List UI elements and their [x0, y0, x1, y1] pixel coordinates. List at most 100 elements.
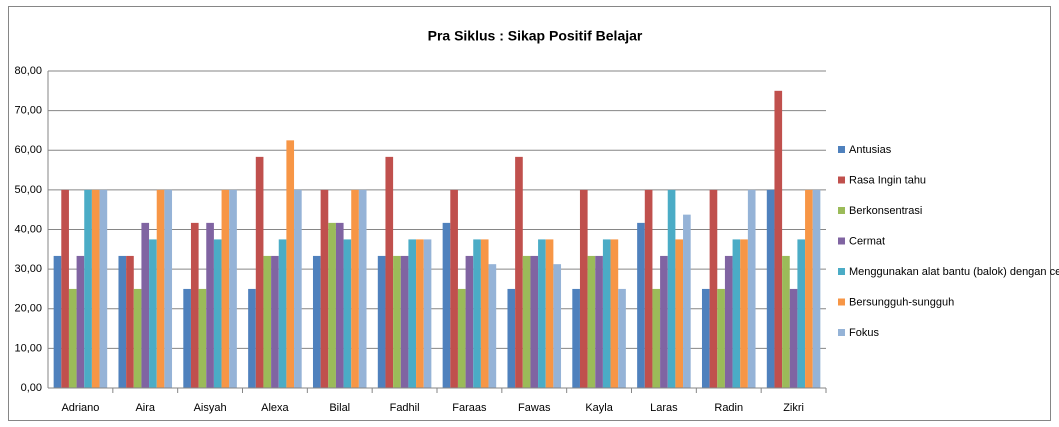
- bar: [480, 239, 489, 388]
- bar: [465, 255, 474, 388]
- bar: [766, 189, 775, 388]
- bar: [473, 239, 481, 388]
- y-tick-label: 40,00: [14, 223, 42, 235]
- bar: [312, 255, 321, 388]
- bar: [156, 189, 165, 388]
- bar: [572, 288, 580, 388]
- bar: [789, 288, 798, 388]
- x-tick-label: Fawas: [518, 402, 551, 414]
- bar: [133, 288, 142, 388]
- bar: [286, 140, 295, 388]
- bar: [522, 255, 531, 388]
- bar: [732, 239, 741, 388]
- bar: [637, 222, 645, 388]
- bar: [343, 239, 352, 388]
- bar: [164, 189, 173, 388]
- bar: [652, 288, 661, 388]
- legend-label: Fokus: [849, 327, 879, 339]
- y-tick-label: 10,00: [14, 342, 42, 354]
- bar: [416, 239, 424, 388]
- bar: [530, 255, 539, 388]
- bar: [644, 189, 653, 388]
- bar: [91, 189, 100, 388]
- y-tick-label: 20,00: [14, 303, 42, 315]
- legend-label: Bersungguh-sungguh: [849, 296, 954, 308]
- bar: [709, 189, 718, 388]
- bar: [118, 255, 127, 388]
- bar: [797, 239, 806, 388]
- bar: [255, 156, 264, 388]
- x-tick-label: Laras: [650, 402, 678, 414]
- bar: [84, 189, 92, 388]
- bar: [377, 255, 386, 388]
- bar: [507, 288, 516, 388]
- bar: [782, 255, 790, 388]
- bar: [221, 189, 230, 388]
- bar: [53, 255, 62, 388]
- bar: [358, 189, 367, 388]
- legend-swatch: [838, 146, 845, 153]
- y-tick-label: 80,00: [14, 65, 42, 77]
- legend-label: Rasa Ingin tahu: [849, 174, 926, 186]
- bar: [393, 255, 401, 388]
- bar: [271, 255, 279, 388]
- legend-swatch: [838, 176, 845, 184]
- bar: [141, 222, 150, 388]
- bar: [206, 222, 214, 388]
- bar: [602, 239, 611, 388]
- bar: [263, 255, 272, 388]
- bar: [320, 189, 329, 388]
- legend-label: Antusias: [849, 144, 892, 156]
- bar: [579, 189, 588, 388]
- bar: [683, 214, 691, 388]
- bar: [183, 288, 191, 388]
- legend-label: Menggunakan alat bantu (balok) dengan ce…: [849, 266, 1059, 278]
- bar: [61, 189, 69, 388]
- bar: [450, 189, 458, 388]
- bar: [701, 288, 710, 388]
- x-tick-label: Kayla: [585, 402, 613, 414]
- x-tick-label: Alexa: [261, 402, 289, 414]
- bar: [423, 239, 432, 388]
- x-tick-label: Zikri: [783, 402, 804, 414]
- bar: [442, 222, 451, 388]
- bar: [660, 255, 668, 388]
- bar: [805, 189, 813, 388]
- bar: [229, 189, 237, 388]
- bar: [400, 255, 409, 388]
- legend-label: Berkonsentrasi: [849, 205, 922, 217]
- bar: [294, 189, 302, 388]
- legend-label: Cermat: [849, 235, 885, 247]
- bar: [774, 90, 783, 388]
- bar: [545, 239, 554, 388]
- y-tick-label: 30,00: [14, 263, 42, 275]
- bar: [538, 239, 546, 388]
- bar: [667, 189, 676, 388]
- legend-swatch: [838, 329, 845, 336]
- bar: [335, 222, 344, 388]
- x-tick-label: Aisyah: [194, 402, 227, 414]
- y-tick-label: 0,00: [21, 382, 42, 394]
- bar: [610, 239, 619, 388]
- x-tick-label: Bilal: [329, 402, 350, 414]
- bar: [190, 222, 199, 388]
- x-tick-label: Aira: [135, 402, 155, 414]
- bar: [99, 189, 108, 388]
- bar: [213, 239, 222, 388]
- x-tick-label: Faraas: [452, 402, 487, 414]
- x-tick-label: Fadhil: [390, 402, 420, 414]
- x-tick-label: Adriano: [61, 402, 99, 414]
- bar: [618, 288, 626, 388]
- legend-swatch: [838, 268, 845, 275]
- bar: [747, 189, 756, 388]
- bar: [76, 255, 85, 388]
- bar: [740, 239, 748, 388]
- bar: [385, 156, 394, 388]
- bar: [248, 288, 256, 388]
- legend-swatch: [838, 298, 845, 306]
- bar: [812, 189, 821, 388]
- bar: [328, 222, 336, 388]
- bar: [724, 255, 733, 388]
- x-tick-label: Radin: [714, 402, 743, 414]
- chart-title: Pra Siklus : Sikap Positif Belajar: [428, 28, 643, 44]
